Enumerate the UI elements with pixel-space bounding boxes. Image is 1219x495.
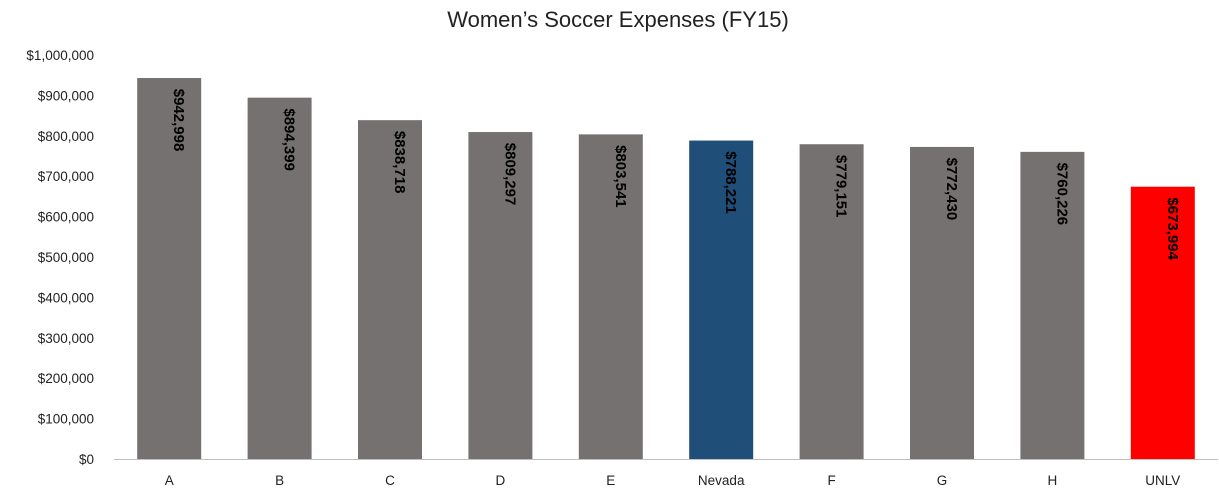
data-label: $942,998 <box>170 89 187 152</box>
y-tick-label: $300,000 <box>38 331 94 346</box>
data-label: $788,221 <box>722 151 739 214</box>
x-tick-label: G <box>937 473 948 488</box>
y-tick-label: $0 <box>79 452 94 467</box>
y-tick-label: $100,000 <box>38 412 94 427</box>
bars: $942,998 $894,399 $838,718 $809,297 $803,541… <box>137 78 1195 459</box>
x-axis: A B C D E Nevada F G H UNLV <box>114 459 1218 488</box>
x-tick-label: H <box>1048 473 1058 488</box>
data-label: $809,297 <box>501 143 518 206</box>
data-label: $673,994 <box>1164 197 1181 260</box>
y-axis: $0 $100,000 $200,000 $300,000 $400,000 $500,0… <box>26 48 94 467</box>
bar-f <box>799 144 864 459</box>
x-tick-label: UNLV <box>1145 473 1180 488</box>
y-tick-label: $700,000 <box>38 169 94 184</box>
bar-unlv <box>1130 186 1195 459</box>
bar-g <box>910 146 974 459</box>
x-tick-label: D <box>496 473 506 488</box>
bar-e <box>578 134 643 459</box>
data-label: $779,151 <box>833 155 850 218</box>
y-tick-label: $400,000 <box>38 290 94 305</box>
x-tick-label: Nevada <box>698 473 745 488</box>
data-label: $772,430 <box>943 158 960 221</box>
chart-title: Women’s Soccer Expenses (FY15) <box>447 7 789 32</box>
data-label: $760,226 <box>1053 163 1070 226</box>
x-tick-label: C <box>385 473 395 488</box>
x-tick-label: A <box>165 473 174 488</box>
data-label: $838,718 <box>391 131 408 194</box>
bar-b <box>247 97 312 459</box>
y-tick-label: $500,000 <box>38 250 94 265</box>
data-label: $803,541 <box>612 145 629 208</box>
x-tick-label: E <box>606 473 615 488</box>
bar-h <box>1020 151 1085 459</box>
bar-a <box>137 78 202 459</box>
bar-nevada <box>689 140 754 459</box>
y-tick-label: $800,000 <box>38 129 94 144</box>
bar-c <box>358 120 422 459</box>
y-tick-label: $900,000 <box>38 88 94 103</box>
y-tick-label: $200,000 <box>38 371 94 386</box>
x-tick-label: B <box>275 473 284 488</box>
bar-d <box>468 132 533 459</box>
y-tick-label: $1,000,000 <box>26 48 94 63</box>
y-tick-label: $600,000 <box>38 210 94 225</box>
data-label: $894,399 <box>281 108 298 171</box>
x-tick-label: F <box>827 473 835 488</box>
